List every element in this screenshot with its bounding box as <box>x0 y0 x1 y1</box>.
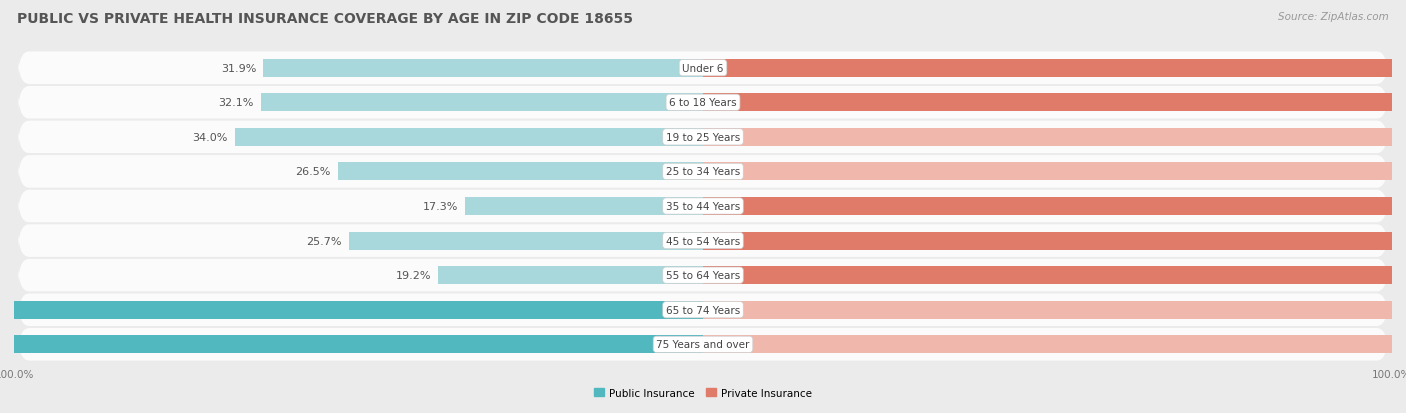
FancyBboxPatch shape <box>18 328 1388 361</box>
Text: 17.3%: 17.3% <box>422 202 458 211</box>
Text: 75 Years and over: 75 Years and over <box>657 339 749 349</box>
FancyBboxPatch shape <box>18 294 1388 326</box>
Bar <box>349 232 703 250</box>
Bar <box>703 301 1406 319</box>
Bar <box>703 266 1406 285</box>
Text: 26.5%: 26.5% <box>295 167 330 177</box>
Text: Source: ZipAtlas.com: Source: ZipAtlas.com <box>1278 12 1389 22</box>
Bar <box>439 266 703 285</box>
Bar <box>235 128 703 147</box>
Bar <box>703 94 1406 112</box>
Bar <box>703 197 1406 216</box>
Bar <box>703 335 1406 354</box>
Bar <box>703 232 1406 250</box>
Text: Under 6: Under 6 <box>682 64 724 74</box>
Text: 55 to 64 Years: 55 to 64 Years <box>666 271 740 280</box>
FancyBboxPatch shape <box>18 259 1388 292</box>
FancyBboxPatch shape <box>18 190 1388 223</box>
FancyBboxPatch shape <box>18 156 1388 188</box>
Bar <box>337 163 703 181</box>
Text: 19 to 25 Years: 19 to 25 Years <box>666 133 740 142</box>
Text: 34.0%: 34.0% <box>193 133 228 142</box>
Bar <box>464 197 703 216</box>
Bar <box>703 128 1406 147</box>
Bar <box>263 59 703 78</box>
Text: 25.7%: 25.7% <box>307 236 342 246</box>
Legend: Public Insurance, Private Insurance: Public Insurance, Private Insurance <box>589 384 817 402</box>
Bar <box>0 301 703 319</box>
Bar <box>703 59 1406 78</box>
Text: 32.1%: 32.1% <box>218 98 254 108</box>
FancyBboxPatch shape <box>18 121 1388 154</box>
FancyBboxPatch shape <box>18 52 1388 85</box>
Text: 65 to 74 Years: 65 to 74 Years <box>666 305 740 315</box>
Text: PUBLIC VS PRIVATE HEALTH INSURANCE COVERAGE BY AGE IN ZIP CODE 18655: PUBLIC VS PRIVATE HEALTH INSURANCE COVER… <box>17 12 633 26</box>
Text: 31.9%: 31.9% <box>221 64 256 74</box>
Text: 19.2%: 19.2% <box>396 271 432 280</box>
Text: 6 to 18 Years: 6 to 18 Years <box>669 98 737 108</box>
Text: 45 to 54 Years: 45 to 54 Years <box>666 236 740 246</box>
Bar <box>703 163 1406 181</box>
Bar <box>260 94 703 112</box>
FancyBboxPatch shape <box>18 87 1388 119</box>
Text: 35 to 44 Years: 35 to 44 Years <box>666 202 740 211</box>
Text: 25 to 34 Years: 25 to 34 Years <box>666 167 740 177</box>
Bar <box>0 335 703 354</box>
FancyBboxPatch shape <box>18 225 1388 257</box>
